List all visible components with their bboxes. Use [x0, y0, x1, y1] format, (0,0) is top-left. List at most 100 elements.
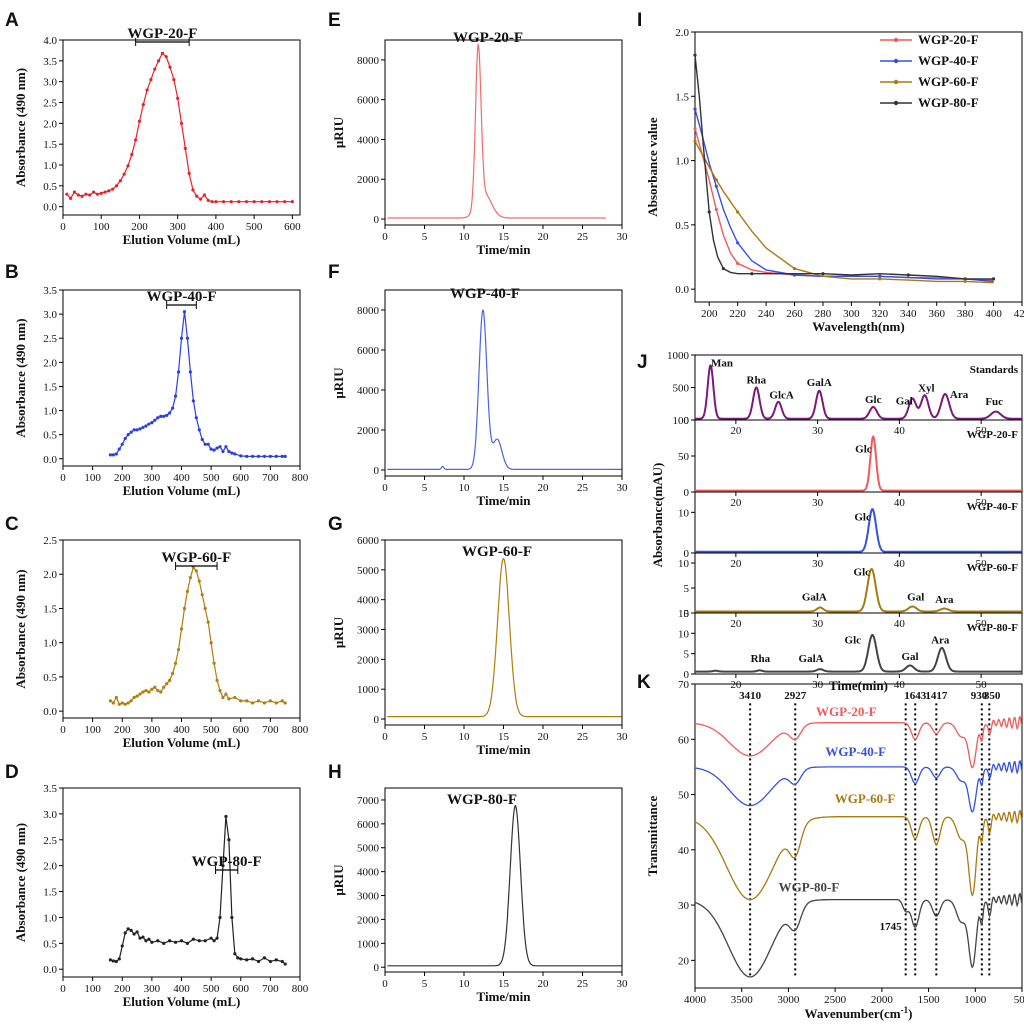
y-tick-label: 1000 [667, 350, 690, 362]
data-point [721, 266, 726, 271]
y-tick-label: 1.5 [43, 381, 57, 393]
data-point [156, 59, 161, 63]
peak-label: Glc [865, 394, 882, 406]
series-line [110, 566, 286, 706]
y-tick-label: 2000 [357, 914, 380, 926]
data-point [150, 940, 154, 944]
y-tick-label: 4000 [357, 385, 380, 397]
x-tick-label: 0 [382, 978, 388, 990]
data-point [185, 941, 190, 945]
data-point [123, 436, 127, 441]
x-tick-label: 500 [1014, 994, 1024, 1006]
y-tick-label: 6000 [357, 819, 380, 831]
panel-label-d: D [5, 762, 19, 783]
x-tick-label: 30 [812, 558, 824, 570]
chromatogram-line [695, 567, 1022, 613]
data-point [239, 957, 243, 961]
data-point [111, 187, 115, 191]
x-tick-label: 3000 [777, 994, 800, 1006]
x-tick-label: 40 [894, 425, 906, 437]
plot-frame [694, 612, 1023, 675]
peak-label: Glc [854, 511, 871, 523]
y-tick-label: 3000 [357, 625, 380, 637]
data-point [194, 569, 198, 573]
data-point [963, 279, 967, 284]
panel-title: WGP-60-F [462, 544, 532, 560]
series-name-label: WGP-60-F [835, 791, 896, 806]
y-tick-label: 4000 [357, 134, 380, 146]
y-axis-label: μRIU [331, 616, 346, 648]
x-tick-label: 500 [203, 724, 220, 736]
legend-marker [893, 37, 899, 43]
data-point [283, 701, 287, 705]
y-axis-label: Absorbance (490 nm) [13, 569, 28, 688]
x-tick-label: 500 [246, 221, 263, 233]
x-axis-label: Time(min) [829, 678, 888, 693]
spectrum-line-wgp-40-f [694, 759, 1023, 813]
data-point [202, 193, 207, 197]
plot-frame [694, 683, 1023, 989]
y-tick-label: 1.5 [675, 91, 689, 103]
x-tick-label: 2500 [824, 994, 847, 1006]
data-point [209, 936, 213, 940]
data-point [176, 96, 180, 100]
data-point [129, 430, 133, 434]
data-point [714, 207, 718, 212]
data-point [233, 952, 237, 956]
data-point [274, 958, 278, 962]
y-tick-label: 70 [678, 679, 690, 691]
data-point [173, 940, 178, 944]
x-tick-label: 20 [538, 482, 550, 494]
data-point [111, 959, 115, 963]
x-tick-label: 100 [84, 983, 101, 995]
data-point [108, 453, 112, 457]
data-point [156, 939, 160, 943]
chart-panel-k: 4000 3500 3000 2500 2000 1500 1000 500 20 30 40 50 6… [645, 679, 1024, 1021]
data-point [188, 370, 192, 374]
x-tick-label: 0 [60, 724, 66, 736]
x-tick-label: 20 [730, 425, 742, 437]
x-tick-label: 3500 [731, 994, 754, 1006]
y-tick-label: 4.0 [43, 35, 57, 47]
panel-title: WGP-60-F [161, 550, 231, 566]
data-point [224, 692, 228, 696]
panel-label-c: C [5, 514, 19, 535]
data-point [236, 956, 240, 960]
x-tick-label: 50 [976, 425, 988, 437]
data-point [252, 200, 256, 204]
data-point [159, 414, 163, 418]
y-tick-label: 0 [684, 487, 690, 499]
y-axis-label: Transmittance [645, 795, 660, 876]
x-tick-label: 600 [233, 983, 250, 995]
x-tick-label: 400 [985, 308, 1002, 320]
data-point [164, 55, 168, 59]
x-axis-label: Time/min [477, 493, 532, 508]
series-line [110, 311, 286, 457]
data-point [132, 932, 136, 936]
data-point [120, 442, 124, 446]
data-point [227, 838, 231, 842]
data-point [203, 442, 207, 446]
data-point [179, 121, 184, 125]
y-tick-label: 1.0 [43, 638, 57, 650]
y-tick-label: 1.5 [43, 887, 57, 899]
x-axis-label: Wavelength(nm) [812, 319, 904, 334]
x-tick-label: 15 [498, 978, 510, 990]
data-point [153, 418, 157, 422]
data-point [750, 272, 754, 276]
y-tick-label: 0.5 [43, 672, 57, 684]
data-point [132, 428, 136, 432]
x-tick-label: 320 [872, 308, 889, 320]
y-tick-label: 0.5 [43, 938, 57, 950]
x-axis-label: Elution Volume (mL) [123, 232, 241, 247]
x-tick-label: 40 [894, 679, 906, 691]
x-tick-label: 20 [730, 558, 742, 570]
x-axis-label: Time/min [477, 242, 532, 257]
y-tick-label: 4000 [357, 595, 380, 607]
subplot-wgp-20-f: 0 50 100 20 30 40 50 Glc WGP-20-F [673, 415, 1023, 509]
legend-marker [893, 79, 899, 85]
x-axis-label: Time/min [477, 989, 532, 1004]
x-tick-label: 400 [173, 724, 190, 736]
